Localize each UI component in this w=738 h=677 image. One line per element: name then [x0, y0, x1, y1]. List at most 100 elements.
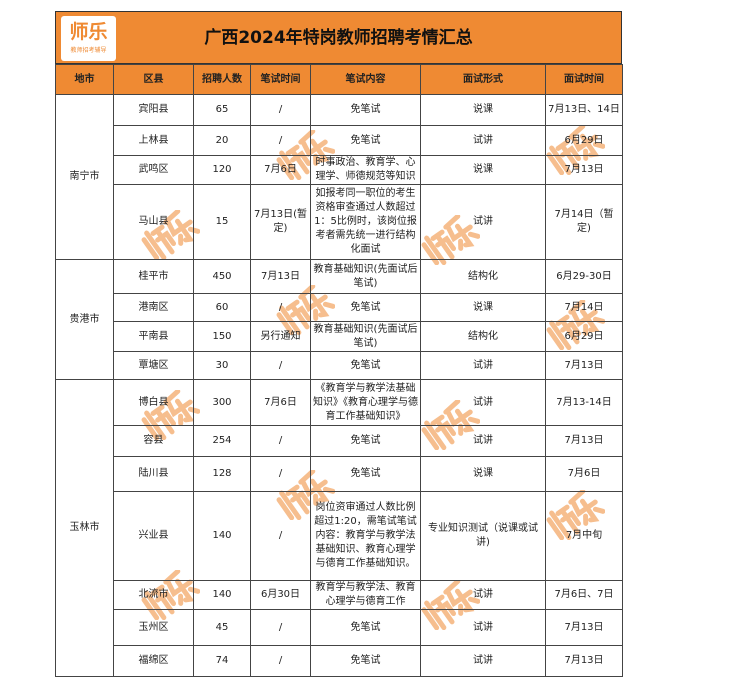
interview-form-cell: 试讲 [420, 609, 546, 646]
written-content-cell: 教育基础知识(先面试后笔试) [310, 321, 421, 352]
table-row: 贵港市 桂平市 450 7月13日 教育基础知识(先面试后笔试) 结构化 6月29-30日 [55, 259, 623, 380]
county-cell: 宾阳县 [113, 94, 194, 126]
interview-form-cell: 说课 [420, 155, 546, 185]
city-cell: 玉林市 [55, 379, 114, 677]
interview-time-cell: 7月6日、7日 [545, 580, 623, 610]
county-cell: 容县 [113, 425, 194, 457]
written-time-cell: / [250, 94, 311, 126]
logo-name: 师乐 [69, 21, 108, 43]
county-cell: 博白县 [113, 379, 194, 426]
count-cell: 128 [193, 456, 251, 492]
interview-form-cell: 试讲 [420, 351, 546, 380]
count-cell: 45 [193, 609, 251, 646]
logo: 师乐 教师招考辅导 [61, 16, 116, 61]
interview-time-cell: 6月29日 [545, 321, 623, 352]
interview-form-cell: 试讲 [420, 645, 546, 677]
city-cell: 南宁市 [55, 94, 114, 260]
written-time-cell: / [250, 491, 311, 581]
interview-form-cell: 结构化 [420, 259, 546, 294]
written-time-cell: 另行通知 [250, 321, 311, 352]
count-cell: 254 [193, 425, 251, 457]
written-time-cell: / [250, 645, 311, 677]
written-time-cell: / [250, 293, 311, 322]
count-cell: 30 [193, 351, 251, 380]
county-cell: 上林县 [113, 125, 194, 156]
count-cell: 140 [193, 580, 251, 610]
table-row: 陆川县 128/免笔试 说课 7月6日 [56, 456, 623, 492]
table-row: 南宁市 宾阳县 65/免笔试 说课 7月13日、14日 [55, 94, 623, 260]
interview-time-cell: 7月14日（暂定) [545, 184, 623, 260]
interview-time-cell: 7月13日、14日 [545, 94, 623, 126]
written-content-cell: 《教育学与教学法基础知识》《教育心理学与德育工作基础知识》 [310, 379, 421, 426]
county-cell: 桂平市 [113, 259, 194, 294]
county-cell: 港南区 [113, 293, 194, 322]
interview-form-cell: 说课 [420, 293, 546, 322]
count-cell: 300 [193, 379, 251, 426]
interview-time-cell: 7月中旬 [545, 491, 623, 581]
count-cell: 140 [193, 491, 251, 581]
interview-time-cell: 7月13日 [545, 155, 623, 185]
county-cell: 马山县 [113, 184, 194, 260]
table-row: 平南县 150 另行通知 教育基础知识(先面试后笔试) 结构化 6月29日 [56, 321, 623, 352]
recruitment-summary-sheet: 师乐 教师招考辅导 广西2024年特岗教师招聘考情汇总 地市 区县 招聘人数 笔试时间… [55, 11, 623, 677]
interview-time-cell: 7月6日 [545, 456, 623, 492]
written-content-cell: 免笔试 [310, 456, 421, 492]
column-header: 笔试时间 [250, 64, 311, 95]
logo-tagline: 教师招考辅导 [70, 47, 107, 54]
written-time-cell: / [250, 609, 311, 646]
interview-time-cell: 6月29-30日 [545, 259, 623, 294]
county-cell: 兴业县 [113, 491, 194, 581]
written-content-cell: 教育基础知识(先面试后笔试) [310, 259, 421, 294]
count-cell: 60 [193, 293, 251, 322]
table-row: 福绵区 74/免笔试 试讲 7月13日 [56, 645, 623, 677]
column-header: 地市 [55, 64, 114, 95]
page-title: 广西2024年特岗教师招聘考情汇总 [204, 28, 473, 48]
interview-time-cell: 7月14日 [545, 293, 623, 322]
county-cell: 陆川县 [113, 456, 194, 492]
written-content-cell: 免笔试 [310, 94, 421, 126]
county-cell: 武鸣区 [113, 155, 194, 185]
written-content-cell: 免笔试 [310, 351, 421, 380]
count-cell: 150 [193, 321, 251, 352]
written-time-cell: 6月30日 [250, 580, 311, 610]
column-header: 面试时间 [545, 64, 623, 95]
written-content-cell: 免笔试 [310, 293, 421, 322]
written-time-cell: / [250, 425, 311, 457]
table-row: 容县 254/免笔试 试讲 7月13日 [56, 425, 623, 457]
interview-time-cell: 7月13日 [545, 351, 623, 380]
interview-form-cell: 试讲 [420, 184, 546, 260]
county-cell: 覃塘区 [113, 351, 194, 380]
column-header: 面试形式 [420, 64, 546, 95]
count-cell: 120 [193, 155, 251, 185]
interview-form-cell: 试讲 [420, 425, 546, 457]
written-content-cell: 免笔试 [310, 125, 421, 156]
column-header: 区县 [113, 64, 194, 95]
interview-time-cell: 7月13日 [545, 609, 623, 646]
written-content-cell: 岗位资审通过人数比例超过1:20，需笔试笔试内容：教育学与教学法基础知识、教育心… [310, 491, 421, 581]
table-row: 覃塘区 30/免笔试 试讲 7月13日 [56, 351, 623, 380]
count-cell: 15 [193, 184, 251, 260]
county-cell: 福绵区 [113, 645, 194, 677]
written-content-cell: 免笔试 [310, 425, 421, 457]
written-content-cell: 免笔试 [310, 645, 421, 677]
interview-time-cell: 6月29日 [545, 125, 623, 156]
column-header: 招聘人数 [193, 64, 251, 95]
interview-time-cell: 7月13日 [545, 645, 623, 677]
written-time-cell: / [250, 351, 311, 380]
written-content-cell: 如报考同一职位的考生资格审查通过人数超过1：5比例时，该岗位报考者需先统一进行结… [310, 184, 421, 260]
table-row: 玉州区 45/免笔试 试讲 7月13日 [56, 609, 623, 646]
table-row: 兴业县 140/岗位资审通过人数比例超过1:20，需笔试笔试内容：教育学与教学法基… [56, 491, 623, 581]
written-content-cell: 免笔试 [310, 609, 421, 646]
interview-form-cell: 说课 [420, 456, 546, 492]
written-time-cell: 7月6日 [250, 379, 311, 426]
table-row: 武鸣区 120 7月6日 时事政治、教育学、心理学、师德规范等知识 说课 7月13日 [56, 155, 623, 185]
table-row: 上林县 20/免笔试 试讲 6月29日 [56, 125, 623, 156]
written-time-cell: / [250, 125, 311, 156]
count-cell: 65 [193, 94, 251, 126]
count-cell: 450 [193, 259, 251, 294]
interview-form-cell: 试讲 [420, 580, 546, 610]
interview-form-cell: 试讲 [420, 125, 546, 156]
city-cell: 贵港市 [55, 259, 114, 380]
column-header: 笔试内容 [310, 64, 421, 95]
table-row: 玉林市 博白县 300 7月6日 《教育学与教学法基础知识》《教育心理学与德育工作基础知… [55, 379, 623, 677]
